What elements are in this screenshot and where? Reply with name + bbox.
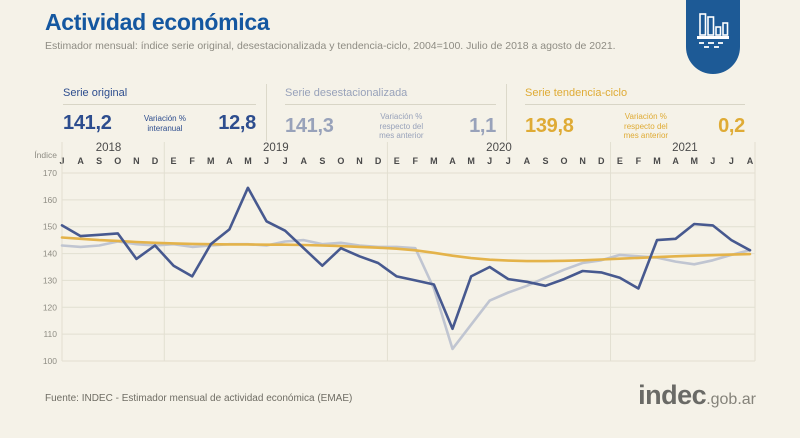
svg-text:2019: 2019	[263, 142, 289, 154]
svg-text:A: A	[300, 156, 307, 166]
svg-text:S: S	[319, 156, 325, 166]
stat-variation-label-desestacionalizada: Variación % respecto del mes anterior	[379, 112, 424, 141]
stat-label-original: Serie original	[63, 84, 256, 105]
svg-text:N: N	[133, 156, 140, 166]
svg-text:A: A	[449, 156, 456, 166]
svg-text:A: A	[226, 156, 233, 166]
bar-chart-icon	[697, 13, 729, 48]
svg-text:M: M	[653, 156, 661, 166]
svg-text:J: J	[729, 156, 734, 166]
svg-text:Índice: Índice	[34, 150, 57, 160]
svg-text:M: M	[690, 156, 698, 166]
svg-text:J: J	[506, 156, 511, 166]
indec-logo: indec.gob.ar	[638, 380, 756, 411]
stat-label-desestacionalizada: Serie desestacionalizada	[285, 84, 496, 105]
svg-text:O: O	[561, 156, 568, 166]
stat-label-tendencia: Serie tendencia-ciclo	[525, 84, 745, 105]
svg-text:N: N	[356, 156, 363, 166]
svg-text:D: D	[152, 156, 159, 166]
emae-line-chart: 170 160 150 140 130 120 110 100 Índice 2018 J A S O N D…	[0, 140, 800, 380]
svg-text:2018: 2018	[96, 142, 122, 154]
svg-text:110: 110	[43, 329, 57, 339]
indec-badge	[686, 0, 740, 74]
svg-text:A: A	[524, 156, 531, 166]
stat-variation-value-desestacionalizada: 1,1	[469, 114, 496, 137]
svg-text:J: J	[264, 156, 269, 166]
svg-text:N: N	[579, 156, 586, 166]
stat-panel-desestacionalizada: Serie desestacionalizada 141,3 Variación…	[267, 84, 507, 141]
svg-text:150: 150	[43, 222, 57, 232]
page-subtitle: Estimador mensual: índice serie original…	[45, 40, 616, 52]
svg-text:2021: 2021	[672, 142, 698, 154]
svg-text:E: E	[171, 156, 177, 166]
indec-logo-text: indec	[638, 380, 707, 410]
svg-text:A: A	[672, 156, 679, 166]
svg-text:100: 100	[43, 356, 57, 366]
svg-text:J: J	[710, 156, 715, 166]
stat-value-desestacionalizada: 141,3	[285, 114, 334, 137]
chart-canvas: 170 160 150 140 130 120 110 100 Índice 2018 J A S O N D…	[34, 142, 756, 366]
page-title: Actividad económica	[45, 9, 270, 35]
summary-stats: Serie original 141,2 Variación % interan…	[45, 84, 755, 141]
stat-variation-label-original: Variación % interanual	[143, 113, 186, 133]
stat-value-original: 141,2	[63, 112, 112, 134]
svg-text:E: E	[394, 156, 400, 166]
svg-text:E: E	[617, 156, 623, 166]
svg-text:F: F	[189, 156, 195, 166]
svg-text:D: D	[375, 156, 382, 166]
header: Actividad económica Estimador mensual: í…	[45, 9, 675, 52]
svg-text:A: A	[77, 156, 84, 166]
svg-text:M: M	[244, 156, 252, 166]
stat-panel-tendencia: Serie tendencia-ciclo 139,8 Variación % …	[507, 84, 755, 141]
svg-text:J: J	[283, 156, 288, 166]
svg-text:160: 160	[43, 195, 57, 205]
svg-text:M: M	[467, 156, 475, 166]
svg-text:J: J	[487, 156, 492, 166]
svg-text:120: 120	[43, 302, 57, 312]
svg-text:2020: 2020	[486, 142, 512, 154]
svg-text:170: 170	[43, 168, 57, 178]
stat-variation-value-tendencia: 0,2	[718, 114, 745, 137]
svg-text:S: S	[96, 156, 102, 166]
svg-text:M: M	[430, 156, 438, 166]
stat-variation-value-original: 12,8	[218, 112, 256, 134]
svg-text:F: F	[636, 156, 642, 166]
stat-panel-original: Serie original 141,2 Variación % interan…	[45, 84, 267, 141]
svg-text:S: S	[542, 156, 548, 166]
indec-logo-suffix: .gob.ar	[706, 391, 756, 408]
svg-text:F: F	[413, 156, 419, 166]
svg-text:130: 130	[43, 275, 57, 285]
svg-text:D: D	[598, 156, 605, 166]
source-note: Fuente: INDEC - Estimador mensual de act…	[45, 393, 353, 404]
svg-text:O: O	[337, 156, 344, 166]
svg-text:M: M	[207, 156, 215, 166]
stat-value-tendencia: 139,8	[525, 114, 574, 137]
stat-variation-label-tendencia: Variación % respecto del mes anterior	[623, 112, 669, 141]
svg-text:A: A	[747, 156, 754, 166]
svg-text:140: 140	[43, 249, 57, 259]
svg-text:O: O	[114, 156, 121, 166]
